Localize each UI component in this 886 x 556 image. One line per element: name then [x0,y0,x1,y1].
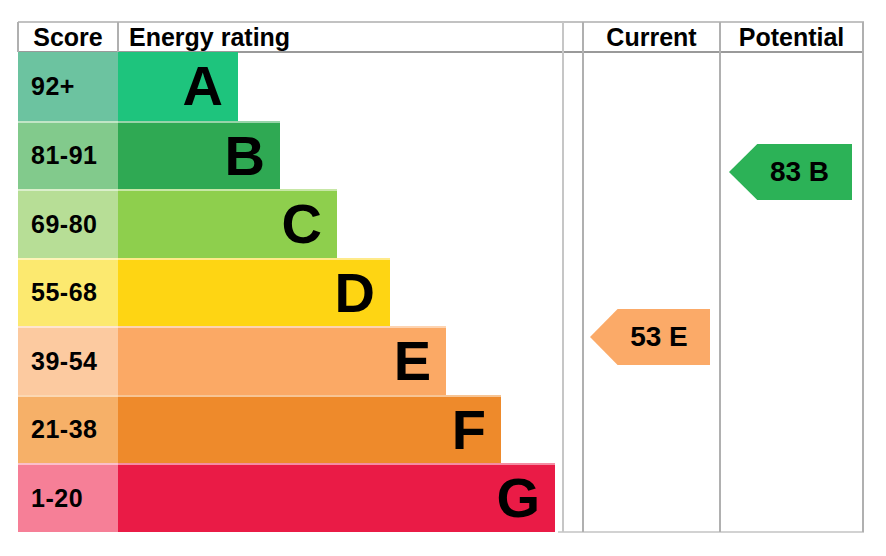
current-column-left-border [582,22,584,532]
current-rating-label: 53 E [630,321,688,353]
rating-bar: C [118,189,337,258]
current-column-header: Current [583,22,720,52]
epc-rating-chart: Score Energy rating Current Potential 92… [0,0,886,556]
rating-band-row: 39-54 E [18,326,564,395]
rating-band-row: 1-20 G [18,463,564,532]
score-range-cell: 1-20 [18,463,118,532]
potential-column-header: Potential [720,22,863,52]
potential-rating-label: 83 B [770,156,829,188]
rating-bar: B [118,121,280,190]
score-range-cell: 92+ [18,52,118,121]
potential-rating-pointer: 83 B [729,144,852,200]
table-bottom-border [558,531,864,533]
score-range-cell: 81-91 [18,121,118,190]
rating-band-row: 69-80 C [18,189,564,258]
rating-bar: G [118,463,555,532]
rating-bands: 92+ A 81-91 B 69-80 C 55-68 D 39-54 E 21… [18,52,564,532]
rating-band-row: 55-68 D [18,258,564,327]
current-column-right-border [719,22,721,532]
rating-bar: F [118,395,501,464]
rating-band-row: 81-91 B [18,121,564,190]
rating-bar: A [118,52,238,121]
rating-bar: E [118,326,446,395]
rating-bar: D [118,258,390,327]
score-range-cell: 69-80 [18,189,118,258]
score-range-cell: 39-54 [18,326,118,395]
rating-band-row: 92+ A [18,52,564,121]
score-column-header: Score [18,22,118,52]
rating-band-row: 21-38 F [18,395,564,464]
energy-rating-column-header: Energy rating [118,22,563,52]
score-range-cell: 21-38 [18,395,118,464]
score-range-cell: 55-68 [18,258,118,327]
current-rating-pointer: 53 E [590,309,710,365]
table-right-border [862,22,864,532]
